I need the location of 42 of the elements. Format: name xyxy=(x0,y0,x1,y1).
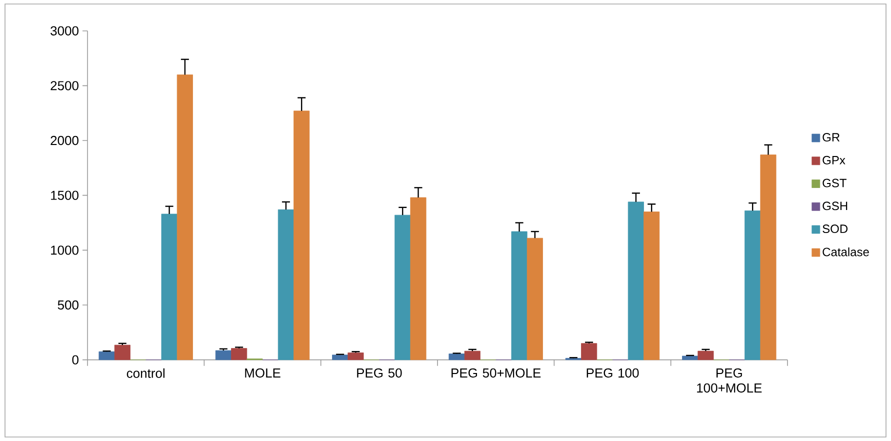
bar xyxy=(682,356,698,360)
legend-label: GR xyxy=(822,133,840,142)
bar xyxy=(760,154,776,360)
x-tick-label: PEG 100 xyxy=(586,368,639,378)
bar xyxy=(526,238,543,360)
bar xyxy=(98,351,115,360)
bar xyxy=(215,350,232,360)
x-tick-label: MOLE xyxy=(245,368,280,378)
bar xyxy=(394,214,411,360)
y-tick-label: 1000 xyxy=(51,246,78,255)
y-tick-label: 3000 xyxy=(50,26,78,36)
bar xyxy=(628,202,644,360)
y-tick-label: 2000 xyxy=(50,136,78,146)
x-tick-label: PEG 50+MOLE xyxy=(452,368,541,378)
legend-label: Catalase xyxy=(822,247,869,256)
x-tick-label: PEG 50 xyxy=(357,368,402,378)
bar xyxy=(698,350,714,360)
legend-label: GST xyxy=(822,178,846,188)
bar xyxy=(231,348,248,360)
y-tick-label: 500 xyxy=(58,300,78,310)
bar xyxy=(410,197,426,360)
y-tick-label: 2500 xyxy=(50,81,78,90)
x-tick-label: PEG 100+MOLE xyxy=(697,368,762,393)
legend-label: SOD xyxy=(822,224,848,234)
bar xyxy=(581,343,598,360)
bar xyxy=(294,110,310,360)
bar xyxy=(278,209,294,360)
bar xyxy=(176,74,193,360)
x-tick-label: control xyxy=(126,368,164,378)
bar xyxy=(332,354,348,360)
y-tick-label: 0 xyxy=(72,355,78,364)
bar xyxy=(744,210,761,360)
legend-label: GPx xyxy=(822,156,846,164)
bar xyxy=(464,350,480,360)
y-tick-label: 1500 xyxy=(51,190,78,200)
bar xyxy=(348,352,364,360)
bar xyxy=(511,231,528,360)
bar xyxy=(114,344,130,360)
bar xyxy=(161,214,178,360)
bar xyxy=(448,354,465,360)
legend-label: GSH xyxy=(822,202,848,210)
bar xyxy=(644,212,660,360)
